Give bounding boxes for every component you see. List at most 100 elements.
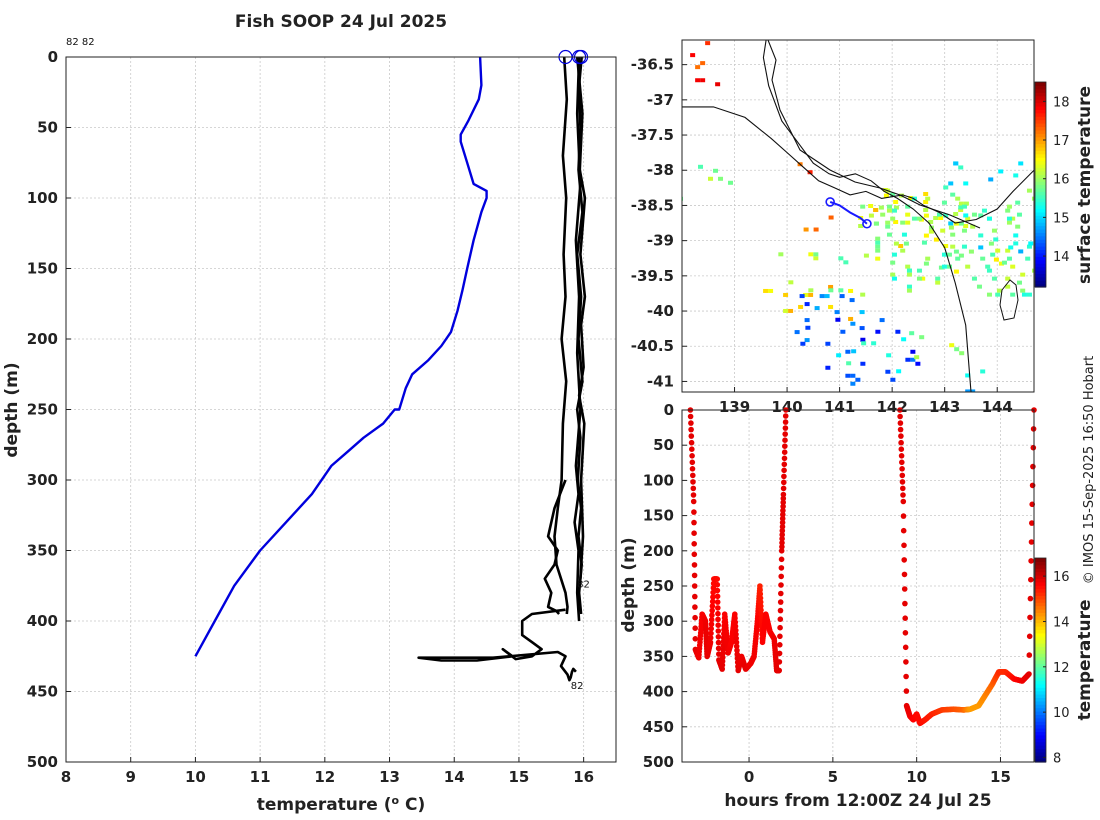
sst-cell: [1047, 185, 1052, 189]
colorbar-segment: [1035, 181, 1046, 186]
sst-cell: [963, 181, 969, 186]
section-colorbar: 8 10 12 14 16: [1034, 557, 1070, 766]
section-point: [779, 527, 786, 534]
map-x-tick-label: 142: [876, 398, 907, 416]
colorbar-segment: [1035, 619, 1046, 624]
section-point: [689, 446, 695, 453]
colorbar-segment: [1035, 88, 1046, 93]
section-point: [758, 603, 764, 609]
sst-cell: [885, 220, 891, 225]
colorbar-tick-label: 10: [1053, 706, 1070, 721]
sst-cell: [819, 294, 825, 299]
section-point: [777, 624, 783, 631]
sst-cell: [928, 229, 934, 234]
colorbar-segment: [1035, 116, 1046, 121]
colorbar-segment: [1035, 653, 1046, 658]
colorbar-segment: [1035, 129, 1046, 134]
colorbar-segment: [1035, 99, 1046, 104]
sst-cell: [986, 268, 992, 273]
sst-cell: [941, 200, 947, 205]
section-point: [1026, 671, 1032, 677]
section-point: [707, 635, 714, 641]
section-point: [692, 593, 698, 600]
section-point: [689, 453, 695, 459]
section-point: [734, 651, 740, 658]
sst-cell: [1031, 268, 1034, 273]
sst-cell: [845, 349, 851, 354]
section-point: [734, 647, 740, 654]
y-tick-label: 500: [27, 753, 58, 771]
section-point: [781, 461, 788, 468]
sst-cell: [978, 213, 984, 218]
sst-cell: [875, 244, 881, 249]
map-panel: 139 140 141 142 143 144 -36.5-37-37.5-38-38.5…: [631, 39, 1095, 416]
section-point: [691, 583, 698, 589]
section-point: [688, 420, 694, 426]
sst-cell: [996, 288, 1002, 293]
sst-cell: [925, 256, 931, 261]
sst-cell: [860, 204, 866, 209]
section-point: [714, 587, 721, 594]
sst-cell: [1006, 204, 1012, 209]
colorbar-tick-label: 15: [1053, 211, 1070, 226]
section-point: [780, 503, 786, 510]
section-point: [691, 572, 698, 579]
section-point: [1027, 614, 1033, 621]
section-point: [779, 519, 786, 526]
sst-cell: [923, 261, 929, 266]
colorbar-segment: [1035, 656, 1046, 661]
sst-cell: [1048, 161, 1053, 165]
colorbar-segment: [1035, 211, 1046, 216]
section-point: [709, 612, 715, 618]
sst-cell: [910, 357, 916, 362]
colorbar-segment: [1035, 191, 1046, 196]
sst-cell: [906, 272, 912, 277]
sst-cell: [763, 288, 769, 293]
section-x-tick-label: 0: [744, 768, 754, 786]
section-y-tick-label: 500: [643, 753, 674, 771]
copyright-note: © IMOS 15-Sep-2025 16:50 Hobart: [1082, 356, 1097, 584]
colorbar-segment: [1035, 700, 1046, 705]
section-point: [715, 616, 721, 623]
map-y-tick-label: -40.5: [631, 337, 674, 355]
map-x-tick-label: 139: [719, 398, 750, 416]
sst-cell: [860, 292, 866, 297]
sst-cell: [963, 213, 969, 218]
colorbar-segment: [1035, 578, 1046, 583]
sst-cell: [923, 233, 929, 238]
sst-cell: [713, 168, 719, 173]
sst-cell: [895, 329, 901, 334]
section-point: [778, 573, 784, 580]
sst-cell: [986, 216, 992, 221]
colorbar-segment: [1035, 602, 1046, 607]
section-point: [780, 485, 787, 492]
section-x-tick-label: 10: [906, 768, 927, 786]
sst-cell: [1018, 161, 1024, 166]
sst-cell: [698, 164, 704, 169]
colorbar-segment: [1035, 598, 1046, 603]
section-x-tick-label: 5: [828, 768, 838, 786]
sst-cell: [938, 216, 944, 220]
sst-cell: [828, 304, 834, 309]
x-tick-label: 11: [250, 768, 271, 786]
section-point: [691, 519, 697, 526]
sst-cell: [805, 325, 811, 330]
section-point: [901, 557, 907, 563]
sst-cell: [958, 205, 964, 210]
sst-cell: [850, 373, 856, 378]
section-point: [708, 625, 714, 632]
section-point: [1030, 463, 1036, 470]
sst-cell: [858, 224, 864, 228]
sst-cell: [943, 213, 949, 218]
sst-cell: [909, 331, 915, 336]
sst-cell: [948, 181, 954, 186]
ship-track: [829, 200, 868, 225]
section-point: [710, 585, 717, 591]
section-point: [714, 593, 721, 600]
sst-cell: [798, 304, 804, 309]
y-tick-label: 200: [27, 330, 58, 348]
sst-cell: [1016, 212, 1022, 217]
sst-cell: [941, 264, 947, 269]
section-point: [778, 548, 785, 554]
sst-cell: [943, 244, 949, 248]
